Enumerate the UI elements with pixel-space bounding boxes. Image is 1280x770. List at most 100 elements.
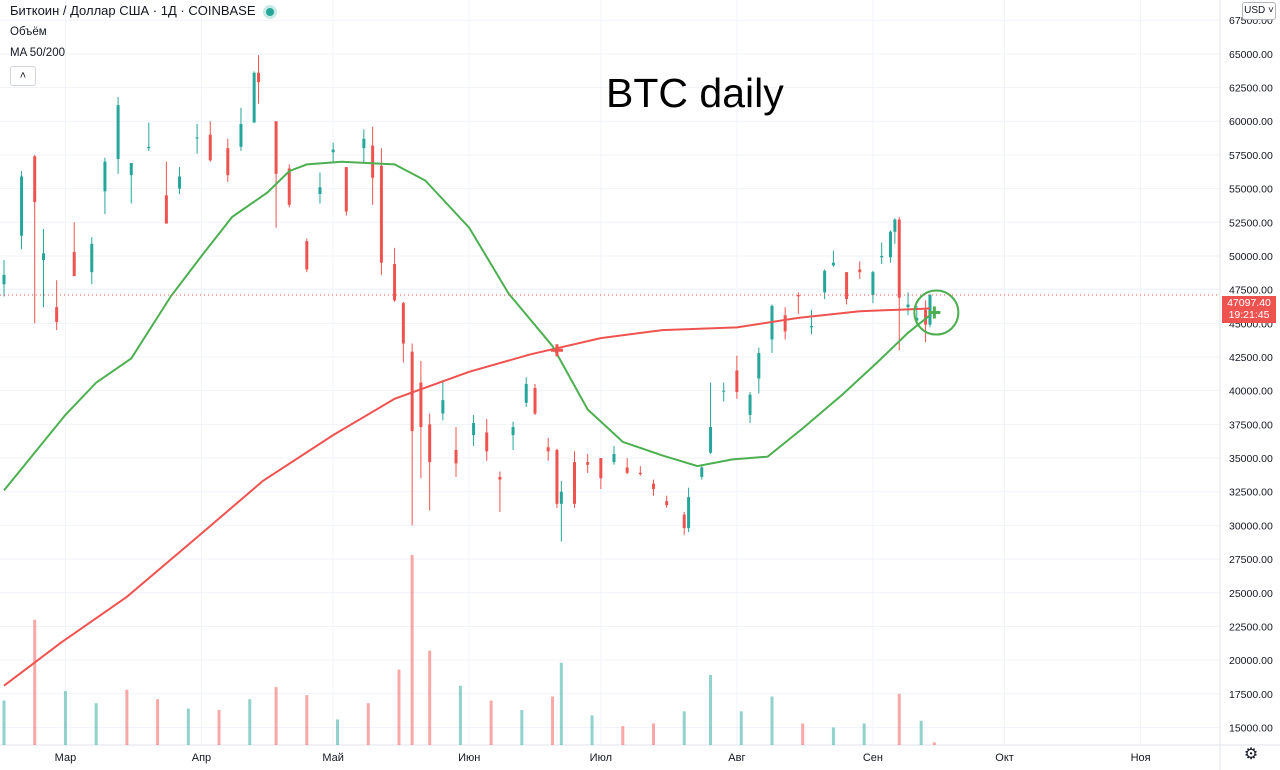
collapse-indicators-button[interactable]: ˄ bbox=[10, 66, 36, 86]
y-tick-label: 57500.00 bbox=[1229, 150, 1273, 162]
candle-body bbox=[371, 145, 375, 178]
x-tick-label: Авг bbox=[728, 752, 745, 764]
currency-label: USD bbox=[1244, 5, 1266, 16]
volume-bar bbox=[217, 709, 221, 745]
candle-body bbox=[612, 454, 616, 463]
candle-body bbox=[735, 370, 739, 393]
currency-select[interactable]: USD ˅ bbox=[1242, 2, 1276, 20]
ma200-line bbox=[3, 307, 931, 687]
y-tick-label: 27500.00 bbox=[1229, 554, 1273, 566]
candle-body bbox=[888, 231, 892, 258]
candle-body bbox=[928, 295, 932, 325]
candle-body bbox=[195, 137, 199, 139]
volume-bar bbox=[559, 662, 563, 745]
market-status-icon bbox=[265, 7, 274, 16]
candle-body bbox=[147, 146, 151, 149]
y-tick-label: 20000.00 bbox=[1229, 655, 1273, 667]
candle-body bbox=[924, 309, 928, 325]
ma-indicator-label[interactable]: MA 50/200 bbox=[10, 47, 65, 59]
volume-bar bbox=[709, 674, 713, 745]
candle-body bbox=[164, 195, 168, 224]
candle-body bbox=[858, 269, 862, 273]
y-tick-label: 15000.00 bbox=[1229, 722, 1273, 734]
volume-bar bbox=[682, 711, 686, 745]
death-cross-marker bbox=[550, 344, 563, 357]
candle-body bbox=[2, 274, 6, 285]
volume-bar bbox=[831, 727, 835, 745]
y-tick-label: 32500.00 bbox=[1229, 487, 1273, 499]
volume-bar bbox=[156, 699, 160, 745]
volume-bar bbox=[2, 700, 6, 745]
y-tick-label: 52500.00 bbox=[1229, 217, 1273, 229]
candle-body bbox=[72, 251, 76, 277]
candle-body bbox=[599, 458, 603, 479]
candle-body bbox=[90, 243, 94, 273]
candle-body bbox=[638, 472, 642, 475]
volume-bar bbox=[336, 719, 340, 745]
y-tick-label: 37500.00 bbox=[1229, 419, 1273, 431]
candle-body bbox=[796, 295, 800, 297]
candle-body bbox=[419, 382, 423, 428]
golden-cross-circle bbox=[913, 289, 960, 336]
candle-body bbox=[880, 255, 884, 258]
candle-body bbox=[845, 272, 849, 300]
y-tick-label: 50000.00 bbox=[1229, 251, 1273, 263]
candle-body bbox=[809, 326, 813, 328]
volume-bar bbox=[801, 723, 805, 745]
candle-body bbox=[33, 156, 37, 203]
volume-bar bbox=[862, 723, 866, 745]
candle-body bbox=[129, 163, 133, 176]
symbol-title[interactable]: Биткоин / Доллар США · 1Д · COINBASE bbox=[10, 3, 274, 18]
volume-bar bbox=[932, 742, 936, 745]
x-tick-label: Июл bbox=[590, 752, 612, 764]
volume-bar bbox=[489, 700, 493, 745]
candle-body bbox=[709, 427, 713, 453]
bar-countdown: 19:21:45 bbox=[1228, 309, 1270, 321]
volume-bar bbox=[520, 709, 524, 745]
gear-icon[interactable]: ⚙ bbox=[1243, 746, 1259, 763]
candle-body bbox=[331, 149, 335, 153]
candle-body bbox=[472, 423, 476, 436]
candle-body bbox=[573, 462, 577, 504]
y-tick-label: 55000.00 bbox=[1229, 184, 1273, 196]
y-tick-label: 40000.00 bbox=[1229, 386, 1273, 398]
candle-body bbox=[305, 241, 309, 270]
candle-body bbox=[239, 123, 243, 147]
last-price-label: 47097.40 19:21:45 bbox=[1222, 296, 1276, 323]
y-tick-label: 22500.00 bbox=[1229, 621, 1273, 633]
candle-body bbox=[41, 253, 45, 261]
x-tick-label: Мар bbox=[55, 752, 77, 764]
volume-bar bbox=[919, 720, 923, 745]
volume-bar bbox=[770, 696, 774, 745]
candle-body bbox=[831, 262, 835, 266]
volume-indicator-label[interactable]: Объём bbox=[10, 26, 47, 38]
candle-body bbox=[20, 176, 24, 236]
volume-bar bbox=[305, 695, 309, 745]
y-tick-label: 30000.00 bbox=[1229, 520, 1273, 532]
candle-body bbox=[454, 449, 458, 464]
chevron-up-icon: ˄ bbox=[19, 70, 27, 82]
candle-body bbox=[559, 491, 563, 504]
candle-body bbox=[498, 476, 502, 480]
candle-body bbox=[555, 449, 559, 504]
volume-bar bbox=[651, 723, 655, 745]
candle-body bbox=[362, 138, 366, 149]
y-tick-label: 60000.00 bbox=[1229, 116, 1273, 128]
candle-body bbox=[748, 394, 752, 415]
candle-body bbox=[208, 134, 212, 161]
volume-bar bbox=[621, 726, 625, 745]
candle-body bbox=[257, 72, 261, 83]
candle-body bbox=[252, 72, 256, 123]
x-tick-label: Сен bbox=[863, 752, 883, 764]
chevron-down-icon: ˅ bbox=[1265, 5, 1274, 16]
candle-body bbox=[178, 176, 182, 189]
golden-cross-marker bbox=[928, 306, 941, 319]
chart-title: BTC daily bbox=[606, 70, 784, 116]
x-tick-label: Ноя bbox=[1131, 752, 1151, 764]
candle-body bbox=[344, 167, 348, 212]
candle-body bbox=[722, 390, 726, 392]
ma50-line bbox=[3, 160, 931, 492]
last-price-value: 47097.40 bbox=[1227, 297, 1271, 309]
volume-bar bbox=[590, 715, 594, 745]
